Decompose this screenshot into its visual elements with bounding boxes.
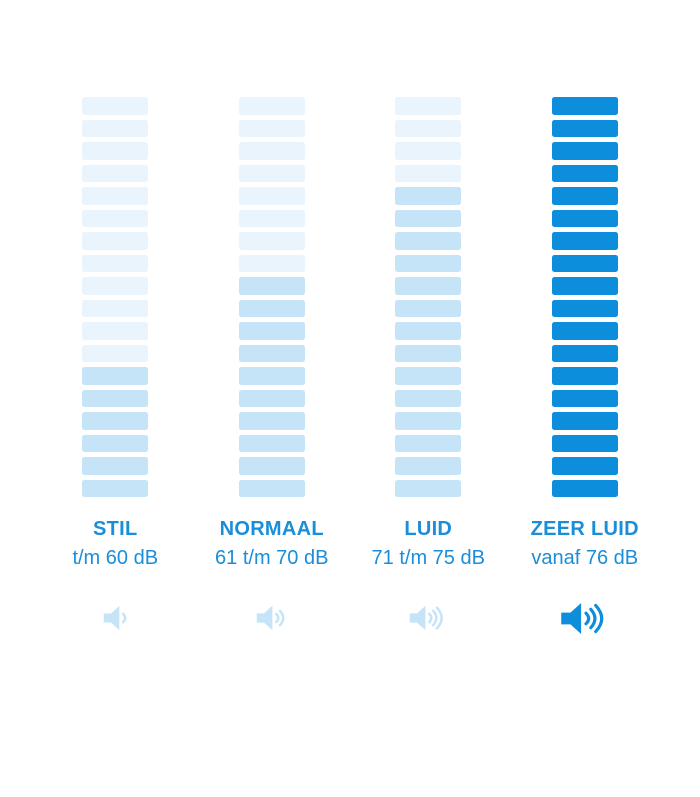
db-range-label: 71 t/m 75 dB <box>371 547 485 569</box>
bar-stack <box>82 97 149 497</box>
db-range-label: t/m 60 dB <box>72 547 159 569</box>
bar-segment <box>551 277 618 295</box>
bar-stack <box>395 97 462 497</box>
db-range-label: vanaf 76 dB <box>531 547 639 569</box>
bar-segment <box>82 187 149 205</box>
bar-segment <box>551 412 618 430</box>
sound-level-chart: STIL t/m 60 dB NORMAAL 61 t/m 70 dB LUID… <box>37 97 663 636</box>
bar-segment <box>395 322 462 340</box>
db-range-label: 61 t/m 70 dB <box>215 547 329 569</box>
bar-segment <box>395 479 462 497</box>
bar-segment <box>395 209 462 227</box>
bar-segment <box>551 232 618 250</box>
bar-segment <box>238 232 305 250</box>
bar-segment <box>82 299 149 317</box>
bar-segment <box>82 367 149 385</box>
bar-segment <box>238 299 305 317</box>
bar-segment <box>395 187 462 205</box>
bar-segment <box>551 97 618 115</box>
bar-segment <box>551 187 618 205</box>
bar-segment <box>82 479 149 497</box>
bar-segment <box>238 367 305 385</box>
bar-segment <box>238 277 305 295</box>
bar-segment <box>82 209 149 227</box>
bar-segment <box>82 164 149 182</box>
bar-segment <box>82 322 149 340</box>
bar-segment <box>395 97 462 115</box>
bar-segment <box>551 434 618 452</box>
bar-segment <box>551 389 618 407</box>
bar-segment <box>551 367 618 385</box>
bar-segment <box>395 389 462 407</box>
bar-segment <box>395 277 462 295</box>
bar-segment <box>82 457 149 475</box>
bar-segment <box>238 187 305 205</box>
bar-segment <box>82 142 149 160</box>
bar-segment <box>82 434 149 452</box>
bar-segment <box>82 277 149 295</box>
bar-segment <box>395 344 462 362</box>
bar-segment <box>551 254 618 272</box>
bar-segment <box>551 119 618 137</box>
sound-level-column: LUID 71 t/m 75 dB <box>350 97 507 636</box>
bar-segment <box>551 142 618 160</box>
bar-segment <box>238 209 305 227</box>
bar-stack <box>551 97 618 497</box>
bar-segment <box>238 119 305 137</box>
bar-segment <box>551 344 618 362</box>
speaker-icon <box>256 600 288 636</box>
bar-segment <box>551 299 618 317</box>
bar-segment <box>551 209 618 227</box>
bar-segment <box>395 254 462 272</box>
bar-segment <box>238 322 305 340</box>
speaker-icon <box>560 600 610 636</box>
bar-segment <box>82 389 149 407</box>
sound-level-column: ZEER LUID vanaf 76 dB <box>507 97 664 636</box>
category-label: STIL <box>92 518 138 540</box>
bar-segment <box>395 412 462 430</box>
sound-level-column: STIL t/m 60 dB <box>37 97 194 636</box>
bar-segment <box>238 434 305 452</box>
bar-segment <box>395 119 462 137</box>
speaker-icon <box>103 600 128 636</box>
bar-segment <box>238 412 305 430</box>
bar-segment <box>395 299 462 317</box>
bar-segment <box>395 164 462 182</box>
bar-segment <box>238 97 305 115</box>
bar-segment <box>238 389 305 407</box>
category-label: LUID <box>404 518 453 540</box>
bar-segment <box>82 344 149 362</box>
bar-segment <box>82 254 149 272</box>
bar-segment <box>238 142 305 160</box>
bar-segment <box>238 164 305 182</box>
bar-segment <box>395 434 462 452</box>
bar-segment <box>395 457 462 475</box>
bar-segment <box>238 344 305 362</box>
bar-segment <box>238 479 305 497</box>
bar-segment <box>82 232 149 250</box>
bar-stack <box>238 97 305 497</box>
bar-segment <box>238 457 305 475</box>
category-label: NORMAAL <box>219 518 324 540</box>
bar-segment <box>395 142 462 160</box>
bar-segment <box>238 254 305 272</box>
bar-segment <box>82 119 149 137</box>
bar-segment <box>551 479 618 497</box>
bar-segment <box>82 412 149 430</box>
speaker-icon <box>409 600 448 636</box>
bar-segment <box>395 232 462 250</box>
bar-segment <box>551 322 618 340</box>
bar-segment <box>551 457 618 475</box>
bar-segment <box>551 164 618 182</box>
category-label: ZEER LUID <box>530 518 639 540</box>
bar-segment <box>395 367 462 385</box>
bar-segment <box>82 97 149 115</box>
sound-level-column: NORMAAL 61 t/m 70 dB <box>194 97 351 636</box>
